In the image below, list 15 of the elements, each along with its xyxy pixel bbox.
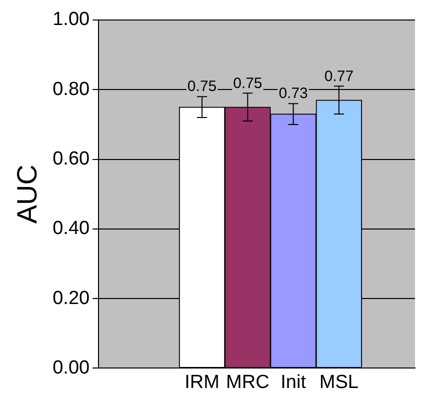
y-tick-label: 0.00	[52, 357, 90, 378]
y-tick-label: 0.80	[52, 78, 90, 100]
data-label: 0.73	[278, 85, 308, 102]
data-label: 0.75	[187, 78, 217, 96]
x-tick-label: IRM	[184, 372, 220, 393]
y-axis-title: AUC	[12, 164, 43, 224]
data-label: 0.75	[233, 74, 262, 92]
y-tick-label: 0.60	[52, 148, 90, 170]
x-tick-label: MRC	[226, 372, 270, 393]
y-tick-label: 1.00	[52, 9, 90, 30]
x-tick-label: MSL	[319, 372, 358, 393]
y-tick-label: 0.40	[52, 218, 90, 240]
y-tick-label: 0.20	[52, 288, 90, 309]
data-label: 0.77	[324, 68, 354, 85]
x-tick-label: Init	[280, 372, 307, 393]
